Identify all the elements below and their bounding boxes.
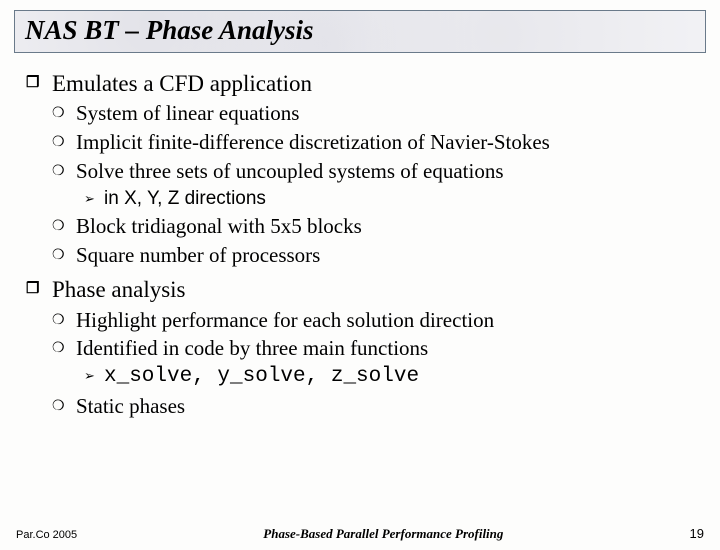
section-1-heading: Emulates a CFD application: [52, 69, 312, 98]
circle-bullet-icon: ❍: [52, 213, 76, 240]
title-box: NAS BT – Phase Analysis: [14, 10, 706, 53]
item-text: Implicit finite-difference discretizatio…: [76, 129, 550, 156]
sub-item-text: in X, Y, Z directions: [104, 187, 266, 211]
slide-content: ❒ Emulates a CFD application ❍ System of…: [0, 61, 720, 420]
square-bullet-icon: ❒: [26, 275, 52, 304]
footer-left: Par.Co 2005: [16, 529, 77, 541]
section-2: ❒ Phase analysis: [26, 275, 696, 304]
item-text: Highlight performance for each solution …: [76, 307, 494, 334]
list-item: ❍ Block tridiagonal with 5x5 blocks: [52, 213, 696, 240]
item-text: Square number of processors: [76, 242, 320, 269]
item-text: Block tridiagonal with 5x5 blocks: [76, 213, 362, 240]
chevron-bullet-icon: ➢: [84, 187, 104, 211]
sub-item: ➢ in X, Y, Z directions: [84, 187, 696, 211]
section-2-heading: Phase analysis: [52, 275, 186, 304]
section-1: ❒ Emulates a CFD application: [26, 69, 696, 98]
circle-bullet-icon: ❍: [52, 129, 76, 156]
page-number: 19: [690, 526, 704, 541]
list-item: ❍ Static phases: [52, 393, 696, 420]
list-item: ❍ Highlight performance for each solutio…: [52, 307, 696, 334]
sub-item: ➢ x_solve, y_solve, z_solve: [84, 364, 696, 391]
item-text: Static phases: [76, 393, 185, 420]
list-item: ❍ System of linear equations: [52, 100, 696, 127]
square-bullet-icon: ❒: [26, 69, 52, 98]
list-item: ❍ Solve three sets of uncoupled systems …: [52, 158, 696, 185]
circle-bullet-icon: ❍: [52, 393, 76, 420]
circle-bullet-icon: ❍: [52, 158, 76, 185]
circle-bullet-icon: ❍: [52, 307, 76, 334]
circle-bullet-icon: ❍: [52, 242, 76, 269]
item-text: Solve three sets of uncoupled systems of…: [76, 158, 504, 185]
code-text: x_solve, y_solve, z_solve: [104, 364, 419, 391]
circle-bullet-icon: ❍: [52, 335, 76, 362]
item-text: System of linear equations: [76, 100, 299, 127]
list-item: ❍ Identified in code by three main funct…: [52, 335, 696, 362]
list-item: ❍ Implicit finite-difference discretizat…: [52, 129, 696, 156]
chevron-bullet-icon: ➢: [84, 364, 104, 391]
slide-title: NAS BT – Phase Analysis: [25, 15, 695, 46]
item-text: Identified in code by three main functio…: [76, 335, 428, 362]
circle-bullet-icon: ❍: [52, 100, 76, 127]
list-item: ❍ Square number of processors: [52, 242, 696, 269]
